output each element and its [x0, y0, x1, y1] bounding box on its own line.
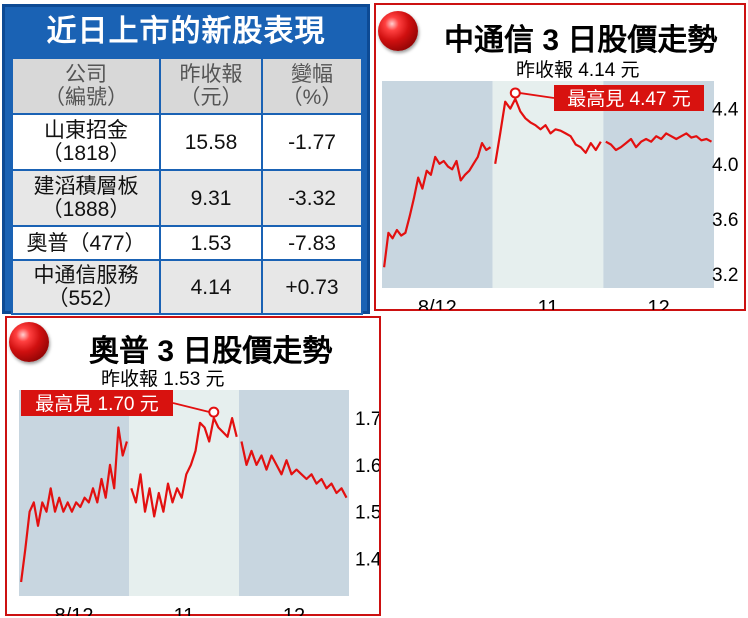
company-code: （1818） — [41, 142, 131, 165]
y-tick-label: 1.4 — [355, 550, 379, 571]
x-tick-label: 12 — [283, 605, 305, 616]
chart-subtitle: 昨收報 1.53 元 — [101, 369, 225, 390]
company-cell: 奧普（477） — [11, 225, 161, 261]
header-change-line1: 變幅 — [291, 63, 333, 86]
red-ball-icon — [378, 11, 418, 51]
table-row: 山東招金 （1818） 15.58 -1.77 — [11, 113, 363, 171]
change-cell: -7.83 — [261, 225, 363, 261]
company-code: （1888） — [41, 198, 131, 221]
chart-title: 中通信 3 日股價走勢 — [444, 24, 718, 57]
y-tick-label: 1.6 — [355, 456, 379, 477]
annotation-box — [554, 85, 704, 111]
y-tick-label: 1.5 — [355, 503, 379, 524]
chart-title: 奧普 3 日股價走勢 — [89, 335, 333, 368]
close-cell: 1.53 — [159, 225, 263, 261]
price-line-12 — [240, 441, 348, 499]
x-tick-label: 11 — [538, 297, 559, 310]
annotation-leader — [519, 92, 555, 99]
chart-plot-aupu: 1.7 1.6 1.5 1.4 8/12 11 12 最高見 1.70 元 — [19, 390, 379, 616]
annotation-leader — [172, 402, 211, 413]
chart-plot-ctc: 4.4 4.0 3.6 3.2 8/12 11 12 最高見 4.47 元 — [382, 81, 739, 310]
header-close-line2: （元） — [179, 86, 243, 109]
change-cell: +0.73 — [261, 259, 363, 315]
table-header-row: 公司 （編號） 昨收報 （元） 變幅 （%） — [11, 57, 363, 115]
annotation-box — [21, 390, 173, 416]
annotation-label: 最高見 1.70 元 — [35, 393, 159, 415]
company-name: 建滔積層板 — [33, 175, 139, 198]
day-band — [19, 390, 129, 596]
close-cell: 4.14 — [159, 259, 263, 315]
ipo-performance-table: 公司 （編號） 昨收報 （元） 變幅 （%） 山東招金 （1818） 15.58… — [11, 57, 363, 315]
company-cell: 建滔積層板 （1888） — [11, 169, 161, 227]
x-tick-label: 12 — [648, 297, 670, 310]
change-cell: -3.32 — [261, 169, 363, 227]
day-band — [382, 81, 493, 288]
x-tick-label: 11 — [174, 605, 195, 616]
table-row: 奧普（477） 1.53 -7.83 — [11, 225, 363, 261]
day-band — [239, 390, 349, 596]
table-row: 建滔積層板 （1888） 9.31 -3.32 — [11, 169, 363, 227]
header-change: 變幅 （%） — [261, 57, 363, 115]
header-company: 公司 （編號） — [11, 57, 161, 115]
y-tick-label: 3.6 — [712, 210, 738, 231]
y-tick-label: 4.0 — [712, 155, 738, 176]
day-band — [492, 81, 604, 288]
price-line-12 — [605, 132, 713, 152]
table-row: 中通信服務 （552） 4.14 +0.73 — [11, 259, 363, 315]
header-change-line2: （%） — [281, 86, 343, 109]
chart-panel-ctc: 中通信 3 日股價走勢 昨收報 4.14 元 4.4 4.0 3.6 3.2 8/12 1… — [374, 3, 746, 311]
red-ball-icon — [9, 322, 49, 362]
close-cell: 15.58 — [159, 113, 263, 171]
price-line-11 — [130, 416, 238, 518]
y-tick-label: 3.2 — [712, 265, 738, 286]
y-tick-label: 4.4 — [712, 100, 739, 121]
peak-marker — [208, 406, 220, 418]
header-company-line2: （編號） — [44, 86, 128, 109]
price-line-8/12 — [383, 141, 492, 268]
header-close-line1: 昨收報 — [179, 63, 243, 86]
company-cell: 山東招金 （1818） — [11, 113, 161, 171]
company-name: 中通信服務 — [33, 264, 139, 287]
company-name: 山東招金 — [44, 119, 128, 142]
ipo-performance-table-panel: 近日上市的新股表現 公司 （編號） 昨收報 （元） 變幅 （%） 山東招金 （1… — [2, 4, 370, 315]
company-cell: 中通信服務 （552） — [11, 259, 161, 315]
price-line-8/12 — [20, 426, 128, 583]
chart-subtitle: 昨收報 4.14 元 — [516, 60, 640, 81]
chart-panel-aupu: 奧普 3 日股價走勢 昨收報 1.53 元 1.7 1.6 1.5 1.4 8/12 11… — [5, 316, 381, 616]
y-tick-label: 1.7 — [355, 409, 379, 430]
header-company-line1: 公司 — [65, 63, 107, 86]
table-title: 近日上市的新股表現 — [46, 15, 326, 48]
close-cell: 9.31 — [159, 169, 263, 227]
x-tick-label: 8/12 — [55, 605, 94, 616]
annotation-label: 最高見 4.47 元 — [567, 88, 691, 110]
company-name: 奧普（477） — [26, 231, 146, 255]
day-band — [603, 81, 714, 288]
x-tick-label: 8/12 — [418, 297, 457, 310]
company-code: （552） — [47, 287, 125, 310]
peak-marker — [509, 87, 521, 99]
header-close: 昨收報 （元） — [159, 57, 263, 115]
change-cell: -1.77 — [261, 113, 363, 171]
price-line-11 — [494, 97, 602, 164]
day-band — [129, 390, 239, 596]
